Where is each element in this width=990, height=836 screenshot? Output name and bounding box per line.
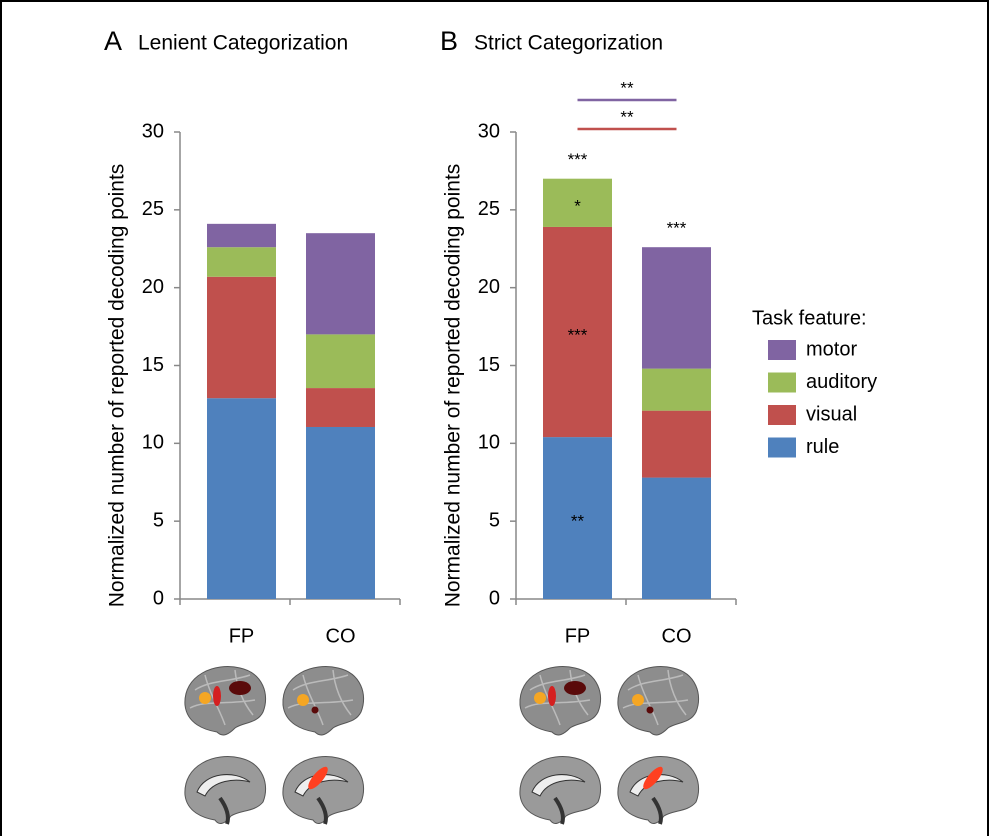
comparison-label: ** bbox=[620, 78, 634, 97]
brain-images bbox=[185, 667, 699, 824]
significance-label: * bbox=[574, 196, 581, 215]
y-tick-label: 10 bbox=[478, 432, 500, 454]
bar-segment bbox=[207, 277, 276, 398]
bar-segment bbox=[642, 478, 711, 599]
legend-label: auditory bbox=[806, 371, 877, 393]
bar-segment bbox=[207, 398, 276, 599]
y-axis-title: Normalized number of reported decoding p… bbox=[106, 164, 129, 608]
x-tick-label: FP bbox=[565, 625, 591, 647]
y-axis-title: Normalized number of reported decoding p… bbox=[442, 164, 465, 608]
bar-segment bbox=[207, 247, 276, 277]
legend-swatch bbox=[768, 340, 796, 360]
y-tick-label: 20 bbox=[142, 276, 164, 298]
chart-title: Strict Categorization bbox=[474, 32, 663, 55]
y-tick-label: 30 bbox=[478, 120, 500, 142]
significance-label: *** bbox=[667, 219, 687, 238]
chart-title: Lenient Categorization bbox=[138, 32, 348, 55]
y-tick-label: 25 bbox=[478, 198, 500, 220]
legend-swatch bbox=[768, 405, 796, 425]
y-tick-label: 20 bbox=[478, 276, 500, 298]
bar-segment bbox=[642, 247, 711, 368]
panel-label: B bbox=[440, 26, 458, 56]
significance-label: *** bbox=[568, 150, 588, 169]
legend-swatch bbox=[768, 373, 796, 393]
bar-segment bbox=[306, 388, 375, 427]
significance-label: *** bbox=[568, 326, 588, 345]
brain-co-medial bbox=[283, 757, 364, 824]
x-tick-label: CO bbox=[326, 625, 356, 647]
legend-label: rule bbox=[806, 436, 839, 458]
comparison-label: ** bbox=[620, 107, 634, 126]
bar-segment bbox=[642, 411, 711, 478]
brain-co-lateral bbox=[618, 667, 699, 735]
brain-co-medial bbox=[618, 757, 699, 824]
legend-label: motor bbox=[806, 338, 857, 360]
y-tick-label: 0 bbox=[489, 587, 500, 609]
y-tick-label: 5 bbox=[489, 509, 500, 531]
brain-fp-lateral bbox=[185, 667, 266, 735]
figure: A Lenient Categorization Normalized number… bbox=[0, 0, 990, 836]
legend-title: Task feature: bbox=[752, 307, 867, 329]
y-tick-label: 30 bbox=[142, 120, 164, 142]
brain-fp-medial bbox=[185, 757, 266, 824]
brain-fp-lateral bbox=[520, 667, 601, 735]
brain-fp-medial bbox=[520, 757, 601, 824]
bar-segment bbox=[642, 369, 711, 411]
bar-segment bbox=[306, 233, 375, 334]
y-tick-label: 0 bbox=[153, 587, 164, 609]
y-tick-label: 5 bbox=[153, 509, 164, 531]
y-tick-label: 10 bbox=[142, 432, 164, 454]
x-tick-label: CO bbox=[662, 625, 692, 647]
y-tick-label: 15 bbox=[142, 354, 164, 376]
y-tick-label: 25 bbox=[142, 198, 164, 220]
bar-segment bbox=[207, 224, 276, 247]
legend-label: visual bbox=[806, 403, 857, 425]
y-tick-label: 15 bbox=[478, 354, 500, 376]
bar-segment bbox=[306, 427, 375, 599]
legend-swatch bbox=[768, 438, 796, 458]
bar-segment bbox=[306, 334, 375, 388]
x-tick-label: FP bbox=[229, 625, 255, 647]
significance-label: ** bbox=[571, 512, 585, 531]
panel-label: A bbox=[104, 26, 122, 56]
brain-co-lateral bbox=[283, 667, 364, 735]
